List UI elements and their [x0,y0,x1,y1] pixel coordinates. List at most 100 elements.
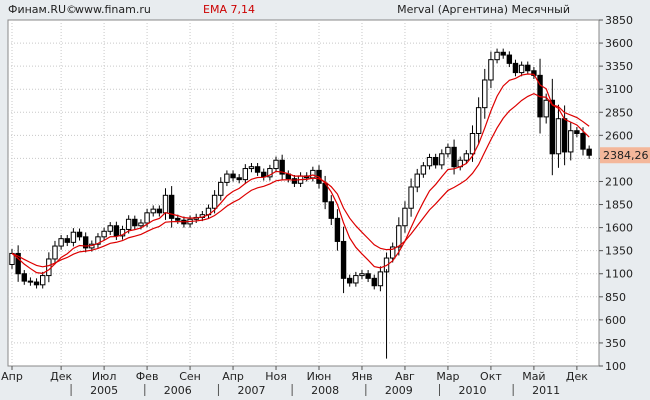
candle-body [273,159,279,170]
candle-body [574,130,580,134]
x-month-label: Авг [395,370,415,383]
x-year-label: 2008 [311,384,339,397]
candle-body [445,146,451,155]
x-month-label: Фев [136,370,159,383]
candle-body [488,59,494,81]
grid-lines [8,20,599,366]
x-month-label: Апр [1,370,23,383]
candle-body [150,208,156,214]
last-price-box [600,147,650,164]
x-month-label: Май [522,370,545,383]
candle-body [475,107,482,134]
y-tick-label: 1100 [605,268,633,281]
brand-label: Финам.RU© [8,3,78,16]
candle-body [463,153,470,161]
plot-background [7,19,600,367]
x-year-label: 2005 [90,384,118,397]
y-tick-label: 2100 [605,175,633,188]
candle-body [494,51,500,61]
candle-body [224,173,230,183]
candle-body [568,130,574,153]
candle-body [340,240,347,279]
candle-body [334,217,341,242]
ema-line-slow [11,92,590,268]
candle-body [76,231,83,238]
candle-body [144,212,150,224]
x-year-label: 2010 [459,384,487,397]
candle-body [70,231,77,243]
last-price-label: 2384,26 [603,149,649,162]
indicator-label: EMA 7,14 [203,3,255,16]
candle-body [211,194,218,209]
candle-body [15,252,21,275]
candle-body [138,222,144,227]
candle-body [420,165,427,175]
ema-lines [11,73,590,274]
candle-body [408,186,414,209]
y-tick-label: 3850 [605,14,633,27]
x-year-label: 2009 [385,384,413,397]
candle-body [414,173,420,188]
candle-body [132,218,138,227]
x-month-label: Мар [436,370,459,383]
site-link[interactable]: www.finam.ru [75,3,151,16]
candle-body [101,230,107,238]
candle-body [33,281,40,286]
candle-body [389,246,396,259]
candle-body [162,194,169,214]
candle-body [21,273,27,282]
candle-body [175,217,181,221]
candle-body [586,148,592,156]
y-tick-label: 3350 [605,60,633,73]
candle-body [267,168,273,178]
candle-body [328,201,334,219]
y-tick-label: 2850 [605,106,633,119]
candle-body [543,99,549,118]
y-tick-label: 1350 [605,245,633,258]
x-month-label: Ноя [265,370,287,383]
candle-body [512,62,519,74]
x-month-label: Июн [307,370,332,383]
x-year-label: 2007 [237,384,265,397]
candle-body [353,275,359,284]
candle-body [518,64,525,74]
y-tick-label: 1850 [605,199,633,212]
candle-body [402,207,408,227]
y-tick-label: 2600 [605,129,633,142]
candle-body [40,275,46,286]
candle-body [82,236,89,249]
candle-body [482,79,488,109]
candle-body [52,245,58,260]
x-axis-ticks: Апр Дек Июл Фев Сен Апр Ноя Июн Янв Авг Мар Окт Май Д… [1,366,588,397]
chart-title: Merval (Аргентина) Месячный [397,3,570,16]
candle-body [254,166,261,173]
candle-body [439,153,445,166]
candle-body [500,51,506,56]
candle-body [347,277,353,284]
y-tick-label: 3600 [605,37,633,50]
candle-body [279,159,285,175]
candle-body [469,132,476,155]
y-tick-label: 3100 [605,83,633,96]
candle-body [107,225,113,232]
candle-body [291,178,298,184]
x-month-label: Сен [179,370,201,383]
candle-body [236,177,242,181]
candle-body [506,54,513,64]
y-axis-ticks: 3850360033503100285026002350210018501600… [599,14,633,373]
candle-body [248,166,255,170]
candle-body [396,225,402,248]
candle-body [525,64,531,72]
candle-body [310,169,316,179]
candle-body [561,118,568,153]
x-month-label: Дек [50,370,72,383]
candle-body [64,238,70,243]
candle-body [365,273,371,279]
candle-body [46,258,52,277]
candle-body [125,218,132,230]
candle-body [168,194,175,219]
x-month-label: Янв [351,370,372,383]
y-tick-label: 600 [605,314,626,327]
candle-body [242,168,249,181]
